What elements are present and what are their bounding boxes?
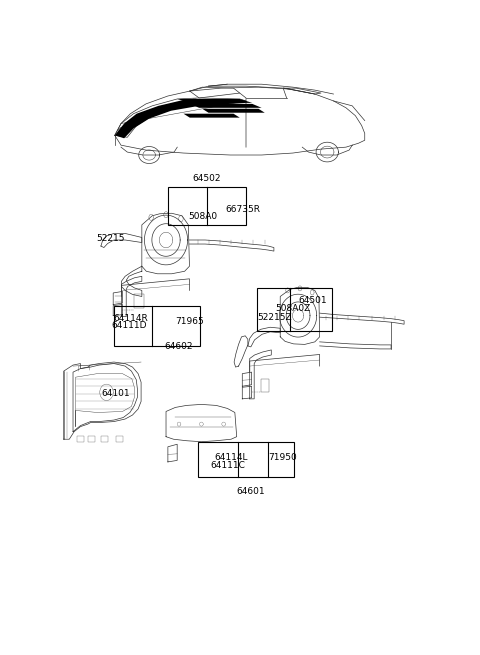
Bar [77,436,84,441]
Bar [114,306,200,346]
Polygon shape [177,99,252,103]
Text: 66735R: 66735R [226,205,261,214]
Polygon shape [190,104,262,108]
Text: 52215Z: 52215Z [257,312,292,322]
Polygon shape [183,114,240,118]
Text: 64111D: 64111D [111,321,147,330]
Text: 64114R: 64114R [113,314,148,323]
Text: 64602: 64602 [164,343,192,352]
Polygon shape [115,100,246,138]
Bar [101,436,108,441]
Text: 64502: 64502 [192,174,221,183]
Text: 64601: 64601 [237,487,265,496]
Bar [134,294,144,308]
Text: 508A0Z: 508A0Z [276,303,311,312]
Bar [261,379,269,392]
Text: 52215: 52215 [96,234,125,243]
Bar [198,441,294,477]
Text: 64101: 64101 [101,389,130,398]
Text: 64111C: 64111C [211,461,246,470]
Text: 64114L: 64114L [215,453,248,462]
Bar [257,288,332,331]
Bar [88,436,96,441]
Text: 71950: 71950 [268,453,297,462]
Bar [168,187,246,225]
Text: 508A0: 508A0 [188,212,217,221]
Text: 71965: 71965 [175,317,204,326]
Bar [116,436,123,441]
Text: 64501: 64501 [298,296,327,305]
Polygon shape [202,109,265,113]
